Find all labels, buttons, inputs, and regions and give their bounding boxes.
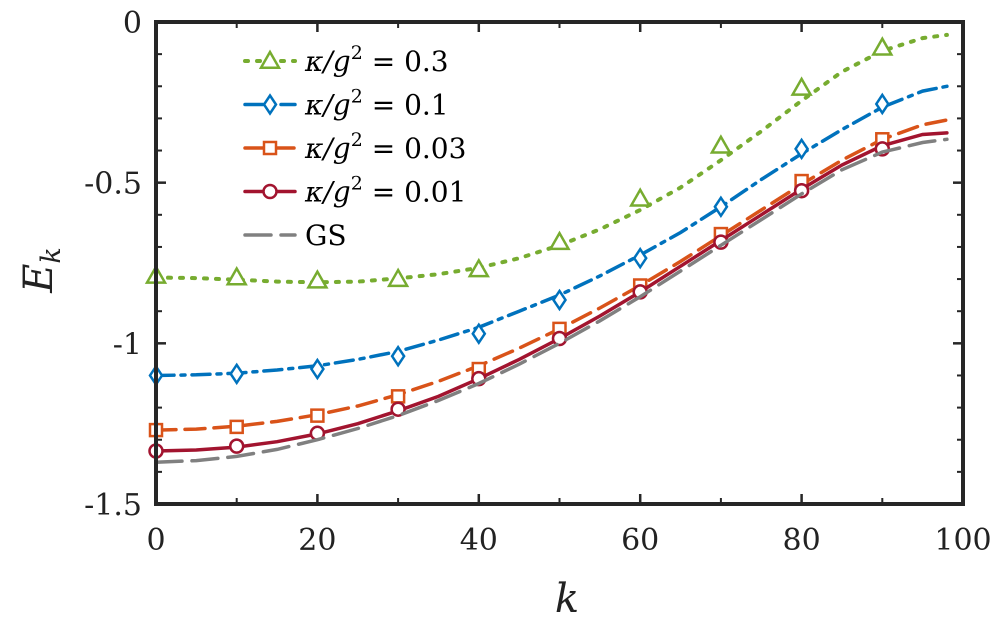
y-tick-label: -1.5	[84, 488, 142, 523]
series-layer	[144, 32, 949, 464]
data-point	[709, 134, 733, 154]
data-point	[309, 357, 325, 381]
data-point	[229, 419, 244, 435]
legend-label: κ/g2 = 0.3	[304, 42, 449, 78]
y-tick-label: -1	[113, 327, 142, 362]
x-tick-label: 80	[783, 523, 821, 558]
series-3	[148, 131, 949, 459]
data-point	[306, 269, 329, 289]
x-tick-label: 20	[298, 523, 336, 558]
data-point	[548, 230, 571, 251]
data-point	[551, 288, 568, 312]
legend-marker	[262, 140, 278, 156]
legend-marker	[262, 93, 278, 116]
y-tick-label: -0.5	[84, 167, 142, 202]
data-point	[310, 408, 325, 423]
data-point	[229, 362, 245, 386]
data-point	[390, 344, 406, 368]
series-line	[154, 137, 949, 464]
y-axis-label-main: E	[16, 264, 62, 294]
x-axis-label: k	[555, 576, 579, 622]
legend-marker	[258, 49, 282, 69]
series-line	[154, 131, 949, 453]
data-point	[390, 401, 406, 417]
legend: κ/g2 = 0.3 κ/g2 = 0.1 κ/g2 = 0.03 κ/g2 = 0.…	[243, 42, 466, 252]
legend-label: κ/g2 = 0.01	[304, 173, 466, 209]
data-point	[228, 438, 245, 454]
data-point	[386, 267, 410, 288]
series-line	[154, 118, 949, 432]
data-point	[551, 330, 568, 347]
series-0	[144, 32, 949, 289]
data-point	[225, 265, 248, 286]
series-4	[154, 137, 949, 464]
tick-labels: 0 20 40 60 80 100 0 -0.5 -1 -1.5	[84, 6, 991, 558]
x-tick-label: 60	[621, 523, 659, 558]
data-point	[629, 187, 652, 207]
legend-label: κ/g2 = 0.1	[304, 86, 449, 122]
x-tick-label: 0	[146, 523, 165, 558]
data-point	[471, 322, 487, 345]
data-point	[790, 76, 813, 96]
legend-label: GS	[305, 219, 347, 252]
x-tick-label: 100	[934, 523, 991, 558]
legend-entry: κ/g2 = 0.01	[243, 173, 466, 209]
y-tick-label: 0	[123, 6, 142, 41]
svg-text:Ek: Ek	[16, 247, 67, 294]
legend-marker	[262, 183, 278, 200]
data-point	[871, 36, 894, 56]
axis-ticks	[154, 20, 965, 506]
y-axis-label: Ek	[16, 247, 67, 294]
series-2	[148, 118, 949, 438]
data-point	[390, 389, 406, 404]
series-1	[148, 84, 949, 387]
legend-label: κ/g2 = 0.03	[304, 129, 466, 165]
x-tick-label: 40	[460, 523, 498, 558]
legend-entry: GS	[243, 219, 347, 252]
data-point	[467, 257, 490, 278]
axes-frame	[154, 20, 965, 506]
legend-entry: κ/g2 = 0.3	[243, 42, 449, 78]
data-point	[632, 246, 648, 270]
legend-entry: κ/g2 = 0.1	[243, 86, 449, 122]
y-axis-label-sub: k	[36, 247, 67, 263]
data-point	[874, 92, 890, 116]
data-point	[794, 137, 810, 161]
legend-entry: κ/g2 = 0.03	[243, 129, 466, 165]
data-point	[713, 195, 729, 219]
